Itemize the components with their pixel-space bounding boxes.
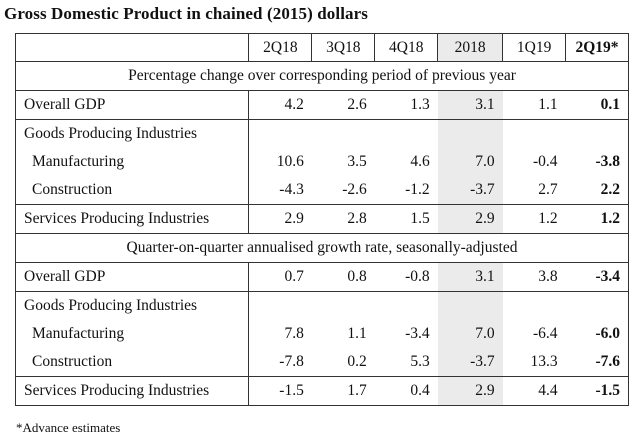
table-cell: 0.8 [311,262,375,292]
table-row: Services Producing Industries -1.5 1.7 0… [14,376,629,406]
table-cell: 4.4 [502,376,566,406]
row-label: Goods Producing Industries [14,119,249,148]
table-cell: -3.8 [565,148,629,176]
table-cell: 2.7 [538,181,558,198]
table-row: Overall GDP 0.7 0.8 -0.8 3.1 3.8 -3.4 [14,262,629,292]
table-cell: 3.8 [502,262,566,292]
column-header: 3Q18 [311,33,376,62]
table-cell: 3.5 [347,153,367,170]
table-cell [437,291,503,320]
column-header: 1Q19 [502,33,567,62]
table-cell: -6.4 [533,325,558,342]
table-cell: -1.5 [248,376,312,406]
table-row: Services Producing Industries 2.9 2.8 1.… [14,204,629,234]
table-cell: 1.1 [502,90,566,120]
table-cell: -7.8 [248,348,312,377]
table-cell [437,119,503,148]
table-cell: -6.0 [565,320,629,348]
table-cell: 0.7 [248,262,312,292]
column-header: 2018 [437,33,504,62]
section-heading-row: Quarter-on-quarter annualised growth rat… [15,233,629,263]
table-cell [502,291,566,320]
row-label: Manufacturing [14,148,249,176]
table-cell: 1.3 [374,90,438,120]
table-cell [311,291,375,320]
table-cell: 1.7 [311,376,375,406]
gdp-table: 2Q18 3Q18 4Q18 2018 1Q19 2Q19* Percentag… [14,33,629,406]
table-row: Manufacturing 10.6 3.5 4.6 7.0 -0.4 -3.8 [14,148,629,176]
table-row: Construction -4.3 -2.6 -1.2 -3.7 2.7 2.2 [14,176,629,205]
table-cell: 3.1 [437,90,503,120]
table-cell: -4.3 [248,176,312,205]
header-corner [14,33,250,62]
table-cell: 0.4 [374,376,438,406]
table-cell [248,291,312,320]
table-cell: 2.6 [311,90,375,120]
table-cell: -0.8 [374,262,438,292]
table-cell: -7.6 [565,348,629,377]
table-cell: 4.6 [410,153,430,170]
table-cell [248,119,312,148]
row-label: Construction [14,348,249,377]
table-cell: 7.0 [437,320,503,348]
table-cell: 2.9 [437,376,503,406]
row-label: Services Producing Industries [14,204,249,234]
table-cell: 1.2 [502,204,566,234]
table-cell: 10.6 [248,148,312,176]
table-cell: 1.1 [347,325,367,342]
section-heading: Quarter-on-quarter annualised growth rat… [15,233,629,263]
table-row: Manufacturing 7.8 1.1 -3.4 7.0 -6.4 -6.0 [14,320,629,348]
table-cell: -3.7 [437,176,503,205]
table-cell [502,119,566,148]
table-cell: -3.4 [565,262,629,292]
column-header: 2Q18 [248,33,313,62]
table-cell [565,119,629,148]
table-cell: 3.1 [437,262,503,292]
table-cell [374,291,438,320]
table-cell: 2.8 [311,204,375,234]
section-heading-row: Percentage change over corresponding per… [15,61,629,91]
table-cell: -1.2 [405,181,430,198]
table-cell: 2.2 [565,176,629,205]
table-row: Goods Producing Industries [14,119,629,148]
section-heading: Percentage change over corresponding per… [15,61,629,91]
column-header: 2Q19* [565,33,629,62]
table-cell: -3.7 [437,348,503,377]
table-cell: 7.0 [437,148,503,176]
table-cell [311,119,375,148]
table-cell: -0.4 [533,153,558,170]
table-cell: 1.2 [565,204,629,234]
table-cell: 7.8 [248,320,312,348]
table-row: Overall GDP 4.2 2.6 1.3 3.1 1.1 0.1 [14,90,629,120]
row-label: Services Producing Industries [14,376,249,406]
table-row: Construction -7.8 0.2 5.3 -3.7 13.3 -7.6 [14,348,629,377]
table-title: Gross Domestic Product in chained (2015)… [4,4,368,23]
table-cell: 2.9 [248,204,312,234]
table-cell [374,119,438,148]
column-header: 4Q18 [374,33,439,62]
row-label: Overall GDP [14,90,249,120]
row-label: Overall GDP [14,262,249,292]
table-cell: 4.2 [248,90,312,120]
table-cell: 0.2 [347,353,367,370]
table-cell: -3.4 [405,325,430,342]
table-cell: 13.3 [530,353,558,370]
table-cell [565,291,629,320]
table-cell: 5.3 [410,353,430,370]
table-row: Goods Producing Industries [14,291,629,320]
footnote: *Advance estimates [16,420,121,435]
table-cell: -1.5 [565,376,629,406]
table-cell: 2.9 [437,204,503,234]
row-label: Construction [14,176,249,205]
table-cell: 0.1 [565,90,629,120]
row-label: Manufacturing [14,320,249,348]
table-cell: 1.5 [374,204,438,234]
table-cell: -2.6 [342,181,367,198]
header-row: 2Q18 3Q18 4Q18 2018 1Q19 2Q19* [14,33,629,62]
row-label: Goods Producing Industries [14,291,249,320]
